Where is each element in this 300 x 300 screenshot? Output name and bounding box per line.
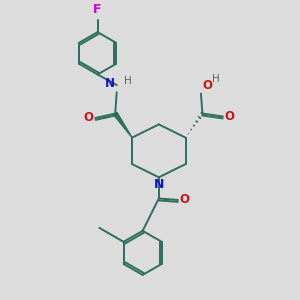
Text: O: O <box>179 194 189 206</box>
Text: N: N <box>154 178 164 191</box>
Text: O: O <box>202 79 212 92</box>
Text: N: N <box>105 77 115 90</box>
Text: F: F <box>93 3 102 16</box>
Text: H: H <box>212 74 220 84</box>
Text: O: O <box>224 110 235 123</box>
Text: H: H <box>124 76 132 86</box>
Polygon shape <box>113 112 132 138</box>
Text: O: O <box>84 112 94 124</box>
